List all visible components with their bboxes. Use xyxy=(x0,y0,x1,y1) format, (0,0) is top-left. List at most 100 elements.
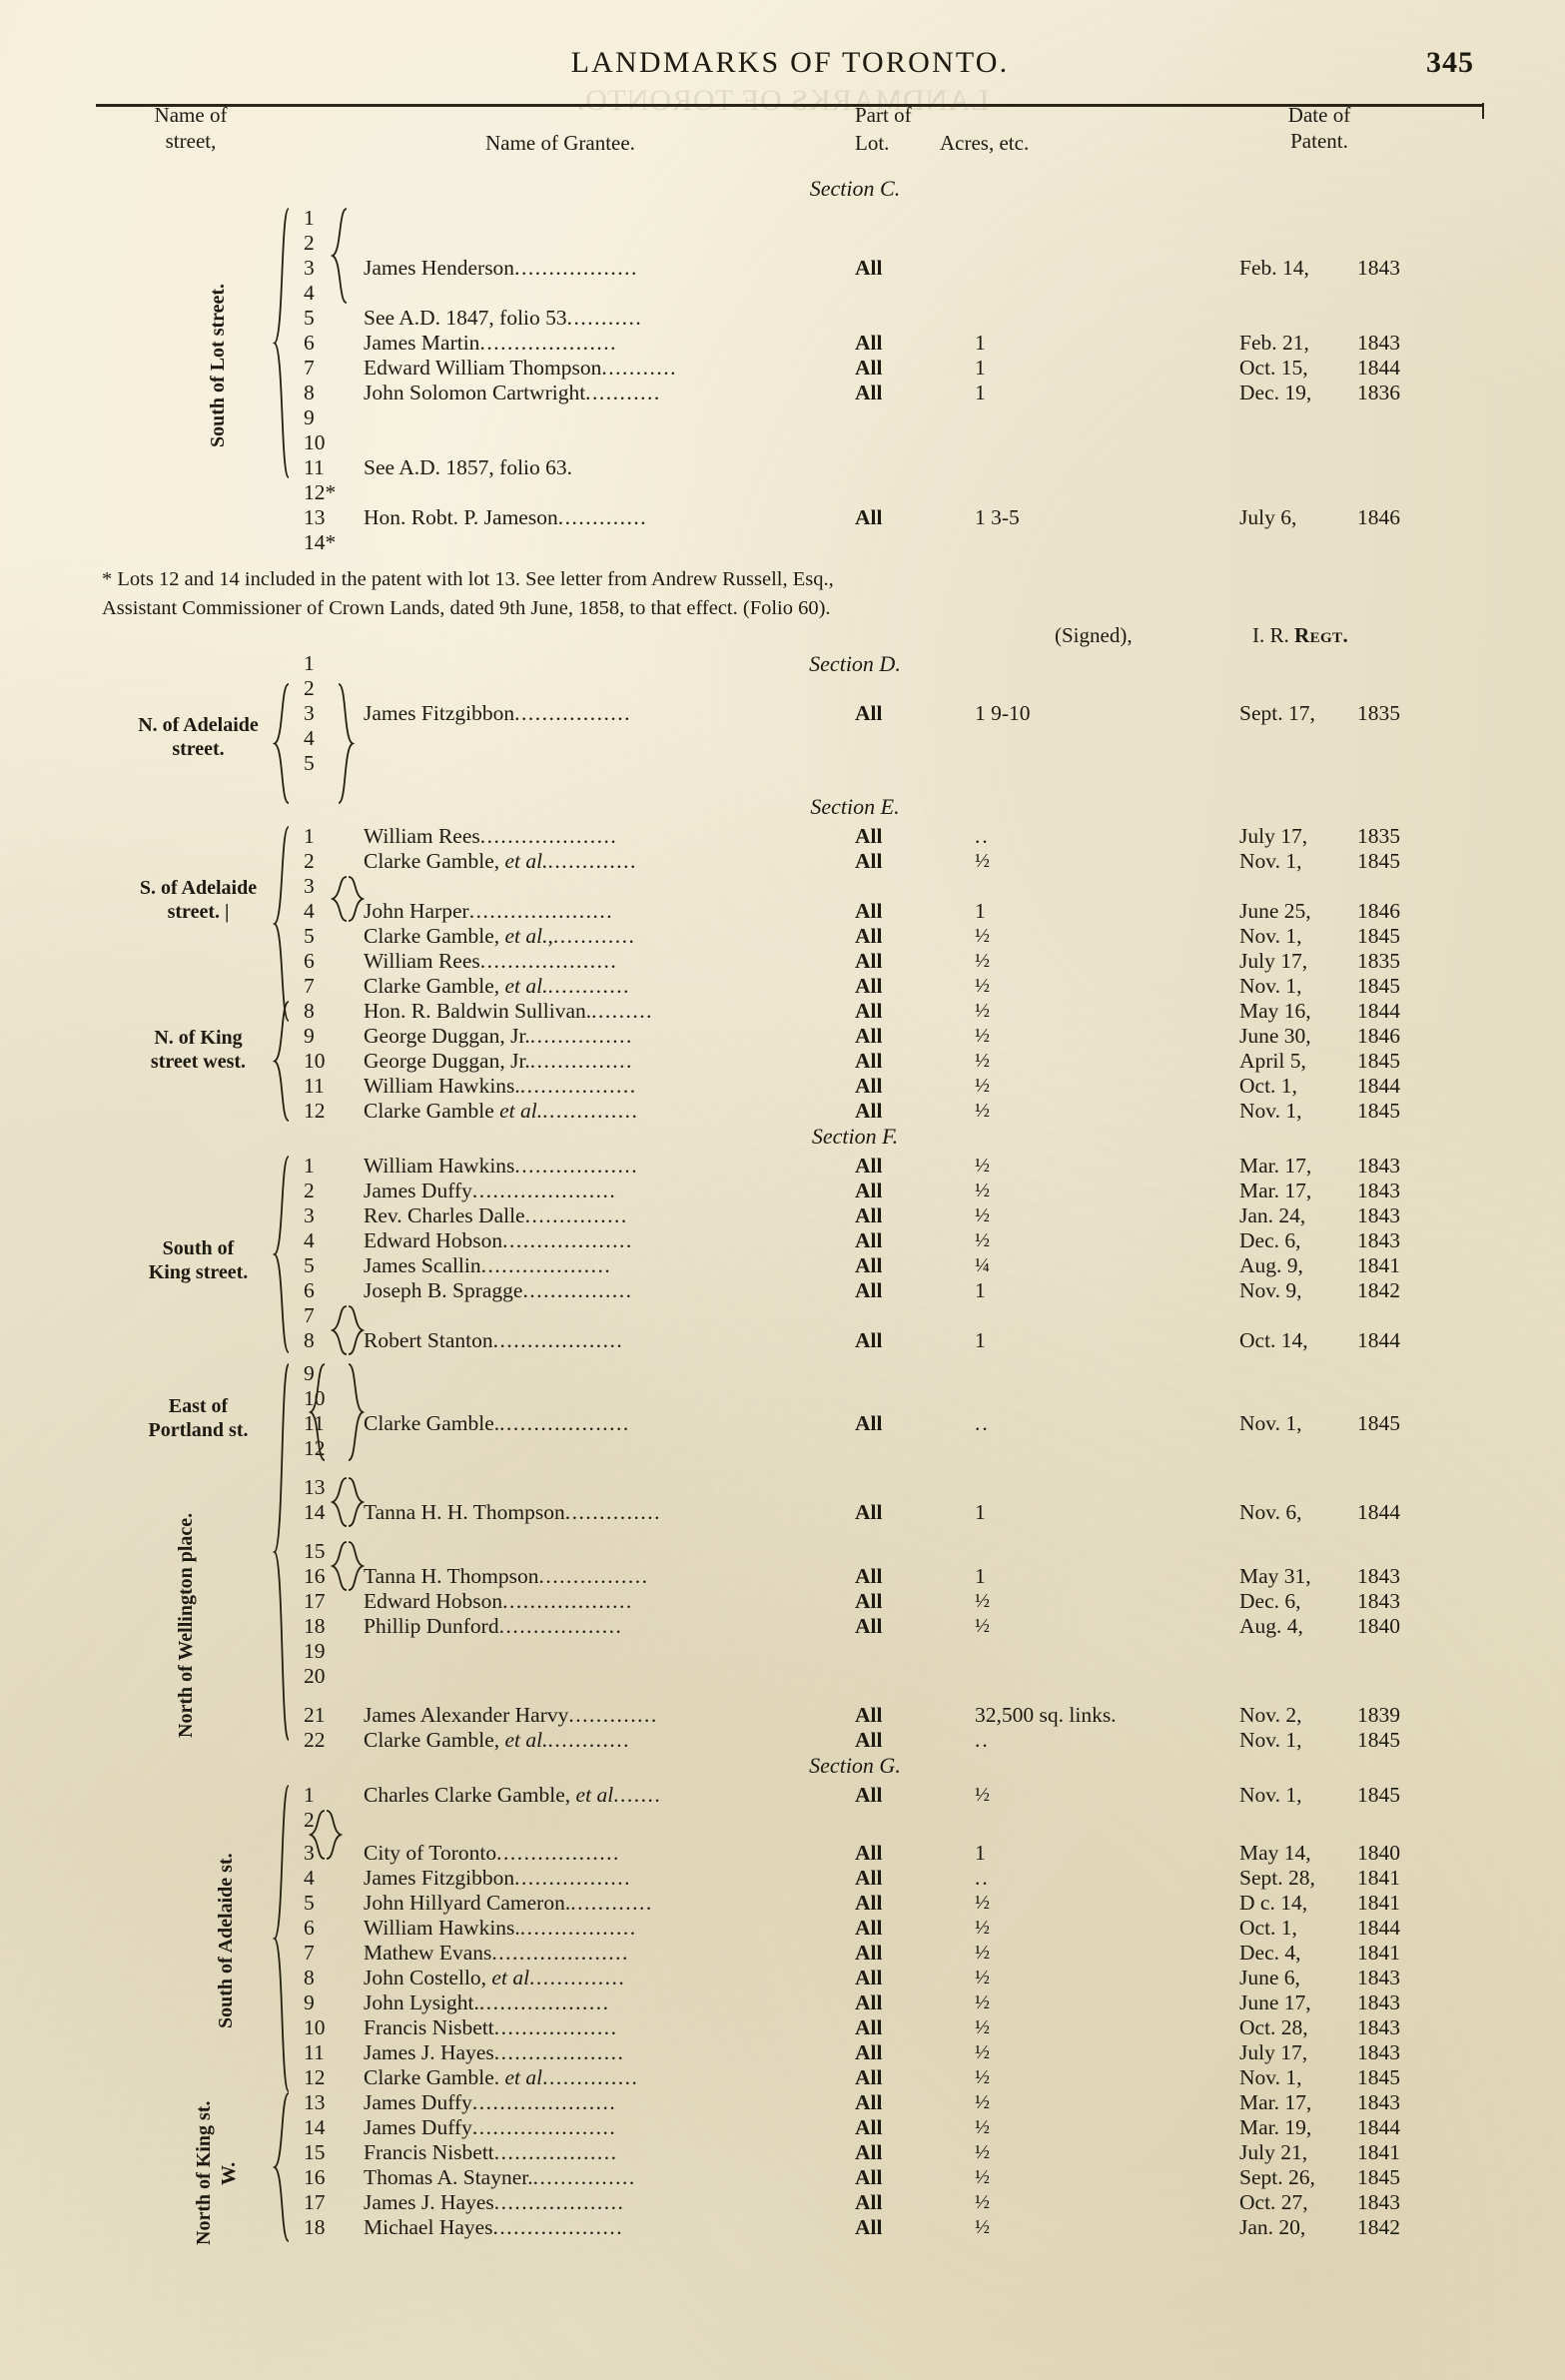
column-header-part-of: Part of xyxy=(855,103,912,127)
table-row: 7 Edward William Thompson........... All 1 O… xyxy=(96,356,1484,381)
acres-value: ½ xyxy=(975,1590,990,1613)
patent-date: Oct. 1, 1844 xyxy=(1239,1916,1400,1941)
patent-date: Sept. 26, 1845 xyxy=(1239,2165,1400,2190)
table-row: 1 William Hawkins.................. All ½ Ma… xyxy=(96,1154,1484,1179)
table-row: 4 xyxy=(96,726,1484,751)
acres-value: 1 xyxy=(975,1278,986,1303)
acres-value: ½ xyxy=(975,2141,990,2164)
patent-date: Nov. 6, 1844 xyxy=(1239,1500,1400,1525)
table-row: 9 xyxy=(96,405,1484,430)
acres-value: ½ xyxy=(975,950,990,973)
lot-number: 2 xyxy=(304,849,315,874)
lot-number: 17 xyxy=(304,1589,326,1614)
patent-date: Dec. 6, 1843 xyxy=(1239,1228,1400,1253)
lot-number: 22 xyxy=(304,1728,326,1753)
table-row: 2 xyxy=(96,1808,1484,1833)
patent-date: Oct. 14, 1844 xyxy=(1239,1328,1400,1353)
part-of-lot: All xyxy=(855,1564,883,1589)
part-of-lot: All xyxy=(855,2215,883,2240)
acres-value: 1 xyxy=(975,899,986,924)
street-label-vertical-adelaide: South of Adelaide st. xyxy=(215,1853,237,2029)
part-of-lot: All xyxy=(855,1841,883,1866)
table-row: 8 Hon. R. Baldwin Sullivan.......... All ½ M… xyxy=(96,999,1484,1024)
acres-value: ½ xyxy=(975,2091,990,2114)
patent-date: July 6, 1846 xyxy=(1239,505,1400,529)
grantee-name: Clarke Gamble, et al............. xyxy=(364,1728,630,1753)
acres-value: ½ xyxy=(975,925,990,948)
table-row: 6 James Martin.................... All 1 Feb… xyxy=(96,331,1484,356)
acres-value: ½ xyxy=(975,2016,990,2039)
patent-date: Jan. 24, 1843 xyxy=(1239,1203,1400,1228)
acres-value: ¼ xyxy=(975,1254,990,1277)
table-row: 3 City of Toronto.................. All 1 Ma… xyxy=(96,1841,1484,1866)
lot-number: 7 xyxy=(304,1303,315,1328)
part-of-lot: All xyxy=(855,2140,883,2165)
table-row: 6 William Rees.................... All ½ Jul… xyxy=(96,949,1484,974)
part-of-lot: All xyxy=(855,1866,883,1891)
lot-number: 3 xyxy=(304,701,315,726)
grantee-name: John Harper..................... xyxy=(364,899,614,924)
acres-value: ½ xyxy=(975,850,990,873)
column-headers: Name of street, Name of Grantee. Part of… xyxy=(96,102,1484,176)
row-group-brace xyxy=(330,1541,348,1592)
row-group-brace-right xyxy=(336,683,356,805)
part-of-lot: All xyxy=(855,1179,883,1203)
grantee-name: Michael Hayes................... xyxy=(364,2215,624,2240)
patent-date: Dec. 19, 1836 xyxy=(1239,381,1400,404)
part-of-lot: All xyxy=(855,1253,883,1278)
table-row: 5 xyxy=(96,751,1484,776)
grantee-name: James Scallin................... xyxy=(364,1253,612,1278)
patent-date: Oct. 28, 1843 xyxy=(1239,2015,1400,2040)
acres-value: ½ xyxy=(975,1000,990,1023)
column-header-lot: Lot. xyxy=(855,131,890,155)
lot-number: 6 xyxy=(304,331,315,355)
patent-date: July 17, 1843 xyxy=(1239,2040,1400,2065)
lot-number: 13 xyxy=(304,505,326,529)
lot-number: 18 xyxy=(304,2215,326,2240)
grantee-name: Clarke Gamble. et al.............. xyxy=(364,2065,639,2090)
section-e: Section E. 1 William Rees.................… xyxy=(96,794,1484,1124)
table-row: 3 James Henderson.................. All Feb… xyxy=(96,256,1484,281)
acres-value: 1 xyxy=(975,1564,986,1589)
grantee-name: James Alexander Harvy............. xyxy=(364,1703,658,1728)
part-of-lot: All xyxy=(855,1728,883,1753)
part-of-lot: All xyxy=(855,1278,883,1303)
lot-number: 5 xyxy=(304,1891,315,1916)
patent-date: Oct. 1, 1844 xyxy=(1239,1074,1400,1099)
column-header-grantee: Name of Grantee. xyxy=(485,131,635,155)
part-of-lot: All xyxy=(855,1614,883,1639)
grantee-name: James Fitzgibbon................. xyxy=(364,1866,631,1891)
acres-value: ½ xyxy=(975,975,990,998)
acres-value: ½ xyxy=(975,1917,990,1940)
grantee-name: Phillip Dunford.................. xyxy=(364,1614,623,1639)
row-group-brace xyxy=(272,208,290,478)
grantee-name: City of Toronto.................. xyxy=(364,1841,620,1866)
row-group-brace xyxy=(272,683,290,805)
table-row: 8 John Costello, et al.............. All ½ J… xyxy=(96,1966,1484,1990)
lot-number: 4 xyxy=(304,899,315,924)
table-row: 1 Charles Clarke Gamble, et al....... All ½… xyxy=(96,1783,1484,1808)
row-group-brace xyxy=(308,1363,326,1462)
row-group-brace xyxy=(272,826,290,1023)
part-of-lot: All xyxy=(855,924,883,949)
table-row: 10 George Duggan, Jr................ All ½ A… xyxy=(96,1049,1484,1074)
table-row: 12 Clarke Gamble et al............... All ½… xyxy=(96,1099,1484,1124)
part-of-lot: All xyxy=(855,1891,883,1916)
lot-number: 8 xyxy=(304,1966,315,1990)
lot-number: 14* xyxy=(304,530,337,554)
row-group-brace xyxy=(308,1810,326,1861)
grantee-name: John Lysight.................... xyxy=(364,1990,610,2015)
table-row: 8 Robert Stanton................... All 1 Oc… xyxy=(96,1328,1484,1353)
table-row: 10 xyxy=(96,430,1484,455)
table-row: 18 Michael Hayes................... All ½ Ja… xyxy=(96,2215,1484,2240)
acres-value: ½ xyxy=(975,1180,990,1202)
grantee-name: Clarke Gamble, et al.............. xyxy=(364,849,637,874)
table-row: 11 William Hawkins.................. All ½ O… xyxy=(96,1074,1484,1099)
patent-date: Nov. 2, 1839 xyxy=(1239,1703,1400,1728)
header-rule xyxy=(96,103,1484,119)
grantee-name: Hon. Robt. P. Jameson............. xyxy=(364,505,648,529)
lot-number: 20 xyxy=(304,1664,326,1689)
lot-number: 7 xyxy=(304,356,315,380)
signature-line: (Signed), I. R. Regt. xyxy=(96,623,1484,651)
